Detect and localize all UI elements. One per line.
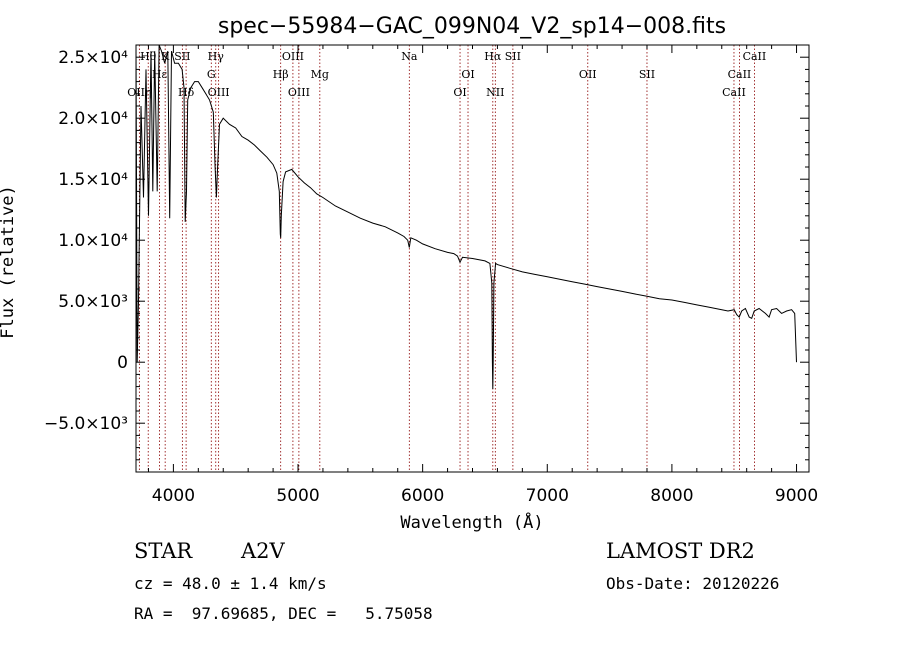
spectrum-series — [135, 44, 797, 390]
line-label-0: Hθ — [140, 50, 157, 63]
x-axis-ticks: 4000 5000 6000 7000 8000 9000 — [147, 45, 818, 506]
line-label-2: Hε — [152, 68, 168, 81]
survey-name: LAMOST DR2 — [606, 539, 755, 563]
x-axis-label: Wavelength (Å) — [400, 511, 543, 533]
spectral-subclass: A2V — [241, 539, 285, 563]
y-tick-label-6: −5.0×10³ — [44, 414, 128, 434]
coordinates-readout: RA = 97.69685, DEC = 5.75058 — [134, 604, 433, 623]
line-label-19: OII — [579, 68, 597, 81]
line-label-20: SII — [639, 68, 655, 81]
line-label-6: Hγ — [208, 50, 225, 63]
object-class: STAR — [134, 539, 193, 563]
x-tick-label-1: 5000 — [276, 486, 319, 506]
line-label-21: CaII — [743, 50, 767, 63]
line-label-23: CaII — [722, 86, 746, 99]
x-tick-label-4: 8000 — [650, 486, 693, 506]
line-label-8: OIII — [208, 86, 230, 99]
x-tick-label-2: 6000 — [401, 486, 444, 506]
y-axis-label: Flux (relative) — [0, 185, 18, 339]
y-tick-label-1: 2.0×10⁴ — [58, 109, 128, 129]
y-tick-label-4: 5.0×10³ — [58, 292, 128, 312]
line-label-14: OI — [461, 68, 474, 81]
y-tick-label-3: 1.0×10⁴ — [58, 231, 128, 251]
x-tick-label-5: 9000 — [775, 486, 818, 506]
line-label-3: K — [161, 50, 170, 63]
line-label-11: OIII — [288, 86, 310, 99]
spectral-line-markers — [138, 45, 755, 472]
line-label-5: Hδ — [178, 86, 195, 99]
x-tick-label-0: 4000 — [152, 486, 195, 506]
spectrum-line-0 — [135, 44, 797, 390]
line-label-16: Hα — [484, 50, 502, 63]
x-tick-label-3: 7000 — [526, 486, 569, 506]
line-label-12: Mg — [311, 68, 329, 81]
y-axis-ticks: 2.5×10⁴ 2.0×10⁴ 1.5×10⁴ 1.0×10⁴ 5.0×10³ 0 −5.0… — [44, 44, 809, 461]
line-label-18: NII — [486, 86, 504, 99]
line-label-10: Hβ — [273, 68, 289, 81]
y-tick-label-2: 1.5×10⁴ — [58, 170, 128, 190]
line-label-9: OIII — [282, 50, 304, 63]
line-label-22: CaII — [728, 68, 752, 81]
line-label-1: OIIη — [127, 86, 151, 99]
line-label-17: SII — [505, 50, 521, 63]
velocity-readout: cz = 48.0 ± 1.4 km/s — [134, 574, 327, 593]
y-tick-label-0: 2.5×10⁴ — [58, 48, 128, 68]
observation-date: Obs-Date: 20120226 — [606, 574, 780, 593]
chart-title: spec−55984−GAC_099N04_V2_sp14−008.fits — [218, 14, 726, 39]
line-label-4: SII — [174, 50, 190, 63]
y-tick-label-5: 0 — [117, 353, 128, 373]
line-label-7: G — [207, 68, 216, 81]
line-label-13: Na — [401, 50, 418, 63]
line-label-15: OI — [453, 86, 466, 99]
